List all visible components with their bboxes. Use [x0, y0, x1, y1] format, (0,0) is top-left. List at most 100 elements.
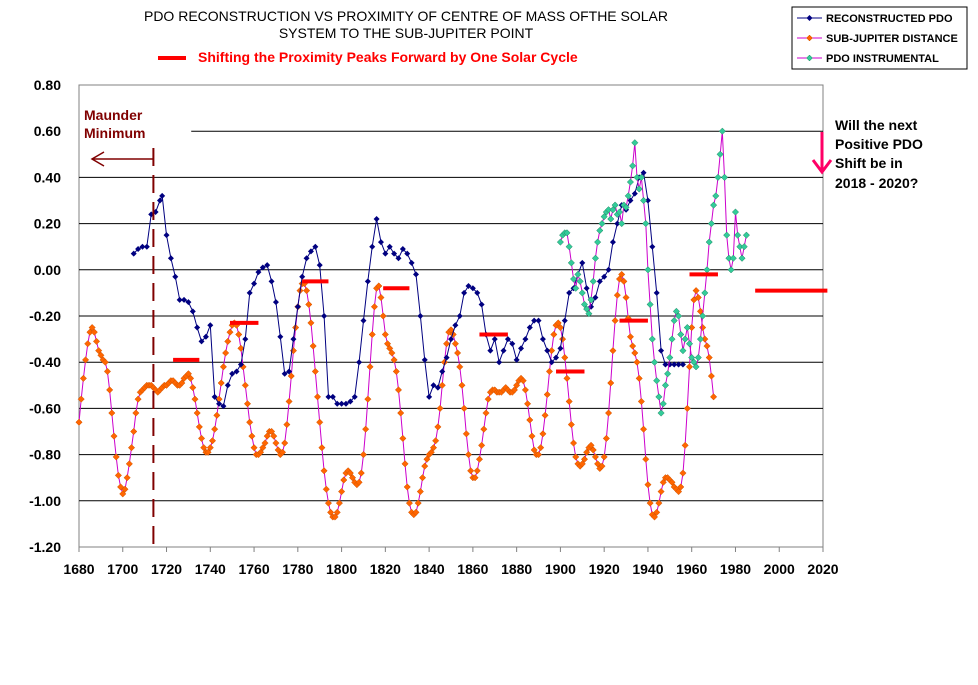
data-point-subjupiter [710, 393, 718, 401]
legend-item-subjupiter: SUB-JUPITER DISTANCE [797, 33, 958, 45]
data-point-reconstructed [627, 197, 634, 204]
data-point-instrumental [681, 335, 689, 343]
data-point-subjupiter [307, 319, 315, 327]
data-point-instrumental [655, 393, 663, 401]
question-line3: Shift be in [835, 155, 903, 171]
data-point-subjupiter [458, 381, 466, 389]
data-point-subjupiter [471, 474, 479, 482]
data-point-subjupiter [272, 439, 280, 447]
data-point-instrumental [727, 266, 735, 274]
x-tick-label: 2020 [807, 561, 838, 577]
x-tick-label: 1760 [238, 561, 269, 577]
data-point-reconstructed [662, 361, 669, 368]
data-point-reconstructed [216, 400, 223, 407]
data-point-subjupiter [322, 485, 330, 493]
data-point-subjupiter [287, 372, 295, 380]
data-point-subjupiter [292, 323, 300, 332]
data-point-reconstructed [360, 317, 367, 324]
legend-label-subjupiter: SUB-JUPITER DISTANCE [826, 33, 958, 45]
data-point-instrumental [699, 312, 707, 320]
data-point-reconstructed [290, 336, 297, 343]
data-point-instrumental [712, 192, 720, 200]
data-point-instrumental [635, 185, 643, 193]
data-point-instrumental [707, 220, 715, 228]
data-point-reconstructed [544, 347, 551, 354]
x-tick-label: 1820 [370, 561, 401, 577]
data-point-reconstructed [592, 294, 599, 301]
data-point-instrumental [576, 277, 584, 285]
data-point-reconstructed [198, 338, 205, 345]
data-point-subjupiter [261, 439, 269, 447]
data-point-subjupiter [114, 471, 122, 479]
data-point-subjupiter [633, 358, 641, 366]
data-point-reconstructed [478, 301, 485, 308]
data-point-subjupiter [609, 347, 617, 355]
data-point-subjupiter [259, 444, 267, 452]
data-point-instrumental [701, 289, 709, 297]
data-point-subjupiter [187, 374, 195, 382]
data-point-subjupiter [434, 423, 442, 431]
data-point-reconstructed [251, 280, 258, 287]
chart-title-line2: SYSTEM TO THE SUB-JUPITER POINT [279, 25, 534, 41]
data-point-subjupiter [318, 444, 326, 452]
x-tick-label: 1740 [195, 561, 226, 577]
y-tick-label: 0.40 [34, 169, 61, 185]
y-tick-label: -1.00 [29, 493, 61, 509]
data-point-instrumental [563, 229, 571, 237]
data-point-subjupiter [583, 448, 591, 456]
data-point-reconstructed [474, 289, 481, 296]
data-point-reconstructed [294, 303, 301, 310]
data-point-subjupiter [206, 444, 214, 452]
y-tick-label: 0.60 [34, 123, 61, 139]
data-point-reconstructed [185, 299, 192, 306]
data-point-subjupiter [313, 393, 322, 401]
data-point-subjupiter [454, 349, 462, 357]
x-tick-label: 1960 [676, 561, 707, 577]
data-point-subjupiter [464, 451, 473, 459]
series-instrumental [556, 127, 750, 417]
x-tick-label: 1980 [720, 561, 751, 577]
legend-marker-instrumental [806, 54, 813, 62]
data-point-subjupiter [357, 469, 365, 477]
data-point-subjupiter [604, 409, 613, 417]
data-point-subjupiter [703, 342, 711, 350]
data-point-reconstructed [561, 317, 568, 324]
data-point-instrumental [574, 270, 582, 278]
x-tick-label: 1720 [151, 561, 182, 577]
data-point-reconstructed [531, 317, 538, 324]
data-point-instrumental [710, 201, 718, 209]
data-point-instrumental [731, 208, 740, 216]
legend-label-reconstructed: RECONSTRUCTED PDO [826, 13, 953, 25]
data-point-instrumental [683, 323, 691, 332]
data-point-subjupiter [519, 377, 527, 385]
data-point-reconstructed [281, 370, 288, 377]
data-point-subjupiter [559, 335, 567, 343]
data-point-subjupiter [626, 333, 634, 341]
data-point-subjupiter [383, 340, 392, 348]
data-point-subjupiter [484, 395, 492, 403]
data-point-instrumental [672, 307, 680, 315]
data-point-subjupiter [618, 270, 626, 278]
data-point-instrumental [644, 266, 652, 274]
maunder-label-line2: Minimum [84, 125, 145, 141]
data-point-reconstructed [277, 333, 284, 340]
data-point-reconstructed [548, 359, 555, 366]
data-point-instrumental [740, 243, 748, 251]
data-point-instrumental [631, 139, 639, 147]
data-point-reconstructed [583, 285, 590, 292]
x-tick-label: 1700 [107, 561, 138, 577]
question-annotation: Will the next Positive PDO Shift be in 2… [811, 117, 923, 191]
data-point-reconstructed [469, 285, 476, 292]
data-point-instrumental [580, 300, 589, 309]
data-point-subjupiter [327, 508, 335, 516]
data-point-subjupiter [134, 395, 142, 403]
data-point-reconstructed [658, 347, 665, 354]
data-point-subjupiter [331, 513, 339, 521]
data-point-instrumental [729, 254, 737, 262]
data-point-subjupiter [92, 337, 101, 345]
data-point-reconstructed [644, 197, 651, 204]
data-point-reconstructed [242, 336, 249, 343]
data-point-subjupiter [418, 474, 427, 482]
data-point-subjupiter [598, 462, 606, 470]
data-point-instrumental [666, 354, 674, 362]
